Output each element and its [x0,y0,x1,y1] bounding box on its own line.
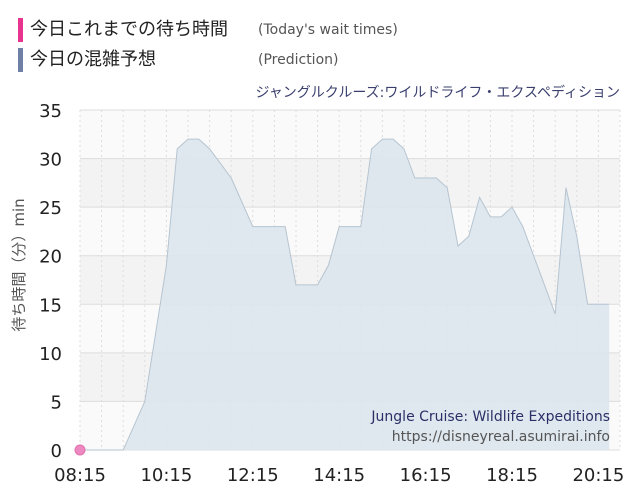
x-tick-label: 20:15 [572,465,624,486]
x-tick-label: 16:15 [400,465,452,486]
grid-band [80,110,620,159]
today-point [74,444,86,456]
y-tick-label: 25 [39,198,62,219]
y-axis-label: 待ち時間（分）min [10,198,28,331]
x-tick-labels: 08:15 10:15 12:15 14:15 16:15 18:15 20:15 [54,465,624,486]
x-tick-label: 08:15 [54,465,106,486]
y-tick-label: 30 [39,150,62,171]
prediction-line [80,138,610,451]
y-tick-label: 0 [51,441,62,462]
x-tick-label: 12:15 [227,465,279,486]
prediction-area-fill [80,139,610,450]
x-tick-label: 14:15 [313,465,365,486]
y-tick-labels: 0 5 10 15 20 25 30 35 [39,101,62,462]
y-tick-label: 15 [39,295,62,316]
prediction-area [80,138,610,451]
legend-today-label-en: (Today's wait times) [258,22,398,38]
chart-title: ジャングルクルーズ:ワイルドライフ・エクスペディション [255,85,620,101]
y-tick-label: 20 [39,247,62,268]
legend-prediction-label: 今日の混雑予想 [30,49,156,70]
legend-prediction-label-en: (Prediction) [258,52,339,68]
y-tick-label: 10 [39,344,62,365]
y-tick-label: 35 [39,101,62,122]
legend-prediction-swatch [18,48,23,72]
grid-band [80,158,620,208]
legend-today-label: 今日これまでの待ち時間 [30,19,228,40]
watermark-attraction-name: Jungle Cruise: Wildlife Expeditions [370,409,610,425]
x-tick-label: 18:15 [486,465,538,486]
today-marks [74,444,86,456]
legend-today-swatch [18,18,23,42]
watermark-url: https://disneyreal.asumirai.info [392,429,610,445]
x-tick-label: 10:15 [140,465,192,486]
y-tick-label: 5 [51,392,62,413]
